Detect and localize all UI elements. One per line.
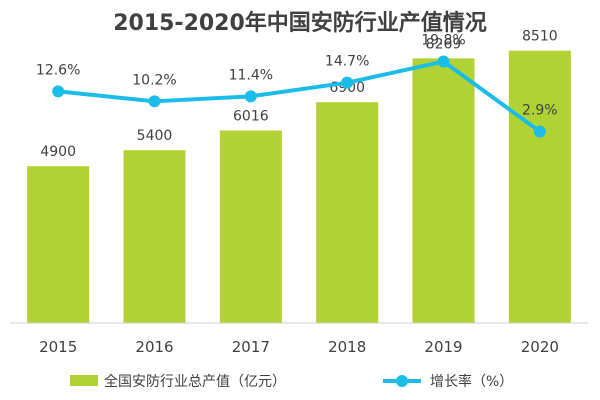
- rate-point-2018: [341, 76, 354, 89]
- rate-point-2020: [533, 125, 546, 138]
- legend-bar-label: 全国安防行业总产值（亿元）: [104, 373, 286, 390]
- rate-label-2018: 14.7%: [325, 54, 369, 70]
- bar-label-2019: 8269: [426, 36, 462, 52]
- rate-label-2016: 10.2%: [132, 72, 176, 88]
- bar-2020: [508, 50, 571, 324]
- growth-rate-points: [52, 55, 546, 138]
- rate-label-2020: 2.9%: [522, 103, 558, 119]
- bar-label-2015: 4900: [40, 144, 76, 160]
- x-tick-2019: 2019: [424, 338, 462, 356]
- bar-series: [27, 50, 571, 324]
- x-tick-labels: 2015 2016 2017 2018 2019 2020: [39, 338, 559, 356]
- rate-label-2015: 12.6%: [36, 62, 80, 78]
- rate-point-2016: [148, 95, 161, 108]
- growth-rate-line: [57, 59, 542, 134]
- x-tick-2016: 2016: [135, 338, 173, 356]
- x-tick-2015: 2015: [39, 338, 77, 356]
- bar-2015: [27, 166, 90, 323]
- x-tick-2018: 2018: [328, 338, 366, 356]
- bar-2019: [412, 58, 475, 323]
- chart-title: 2015-2020年中国安防行业产值情况: [113, 10, 487, 36]
- rate-label-2017: 11.4%: [229, 67, 273, 83]
- bar-2018: [316, 102, 379, 323]
- rate-label-2019: 19.8%: [421, 33, 465, 49]
- rate-point-2019: [437, 55, 450, 68]
- bar-value-labels: 490054006016690082698510: [40, 29, 557, 161]
- legend: 全国安防行业总产值（亿元） 增长率（%）: [70, 373, 513, 390]
- x-tick-2017: 2017: [232, 338, 270, 356]
- growth-rate-series: 12.6% 10.2% 11.4% 14.7% 19.8% 2.9%: [36, 33, 558, 138]
- rate-point-2015: [52, 85, 65, 98]
- bar-label-2020: 8510: [522, 29, 558, 45]
- legend-line-label: 增长率（%）: [430, 373, 513, 390]
- x-tick-2020: 2020: [521, 338, 559, 356]
- bar-2016: [123, 150, 186, 323]
- legend-bar-swatch: [70, 375, 98, 386]
- bar-label-2017: 6016: [233, 108, 269, 124]
- growth-rate-labels: 12.6% 10.2% 11.4% 14.7% 19.8% 2.9%: [36, 33, 558, 119]
- bar-label-2016: 5400: [137, 128, 173, 144]
- bar-2017: [219, 130, 282, 323]
- legend-line-marker: [396, 375, 408, 387]
- rate-point-2017: [244, 90, 257, 103]
